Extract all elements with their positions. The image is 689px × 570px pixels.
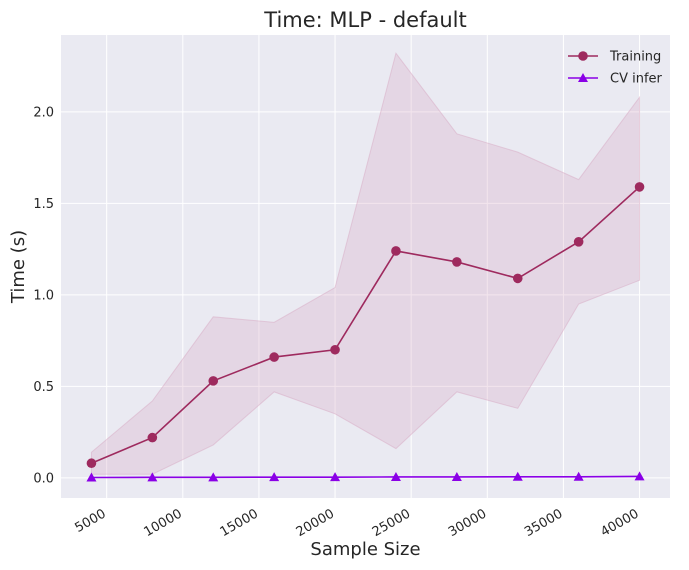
data-point	[391, 246, 401, 256]
y-tick-label: 0.0	[33, 471, 54, 486]
data-point	[452, 257, 462, 267]
data-point	[573, 471, 584, 481]
x-tick-label: 30000	[446, 506, 489, 540]
data-point	[330, 344, 340, 355]
data-point	[86, 472, 97, 482]
legend-label: Training	[609, 50, 661, 65]
data-point	[269, 472, 280, 482]
y-tick-label: 0.5	[33, 380, 54, 395]
confidence-bands	[90, 52, 641, 475]
data-point	[512, 273, 523, 284]
data-point	[512, 471, 523, 481]
data-point	[208, 376, 219, 386]
data-point	[634, 182, 645, 192]
data-point	[573, 236, 584, 247]
legend-marker	[578, 51, 588, 61]
y-tick-label: 1.0	[33, 288, 54, 303]
chart-title: Time: MLP - default	[263, 8, 466, 32]
series-line	[91, 186, 641, 464]
x-tick-label: 5000	[73, 506, 109, 536]
data-point	[147, 432, 158, 443]
x-axis-title: Sample Size	[310, 539, 420, 560]
x-tick-label: 15000	[218, 506, 261, 540]
y-tick-label: 1.5	[33, 197, 54, 212]
legend-label: CV infer	[610, 72, 663, 87]
x-tick-label: 35000	[522, 506, 565, 540]
data-point	[451, 471, 462, 481]
legend: Training CV infer	[568, 50, 663, 87]
data-point	[390, 471, 401, 481]
y-axis-title: Time (s)	[8, 230, 29, 304]
data-point	[269, 352, 279, 362]
data-point	[330, 472, 341, 482]
data-point	[208, 472, 219, 482]
y-tick-labels: 0.0 0.5 1.0 1.5 2.0	[33, 105, 54, 486]
data-point	[147, 472, 158, 482]
data-point	[86, 458, 97, 469]
x-tick-label: 25000	[370, 506, 413, 540]
x-tick-label: 10000	[141, 506, 184, 540]
series-lines	[86, 182, 645, 482]
series-line	[91, 475, 640, 479]
legend-marker	[578, 73, 588, 82]
y-tick-label: 2.0	[33, 105, 54, 120]
x-tick-label: 20000	[294, 506, 337, 540]
data-point	[634, 471, 645, 481]
confidence-band	[90, 52, 641, 475]
x-tick-labels: 5000 10000 15000 20000 25000 30000 35000 40000	[73, 506, 642, 540]
x-tick-label: 40000	[598, 506, 641, 540]
